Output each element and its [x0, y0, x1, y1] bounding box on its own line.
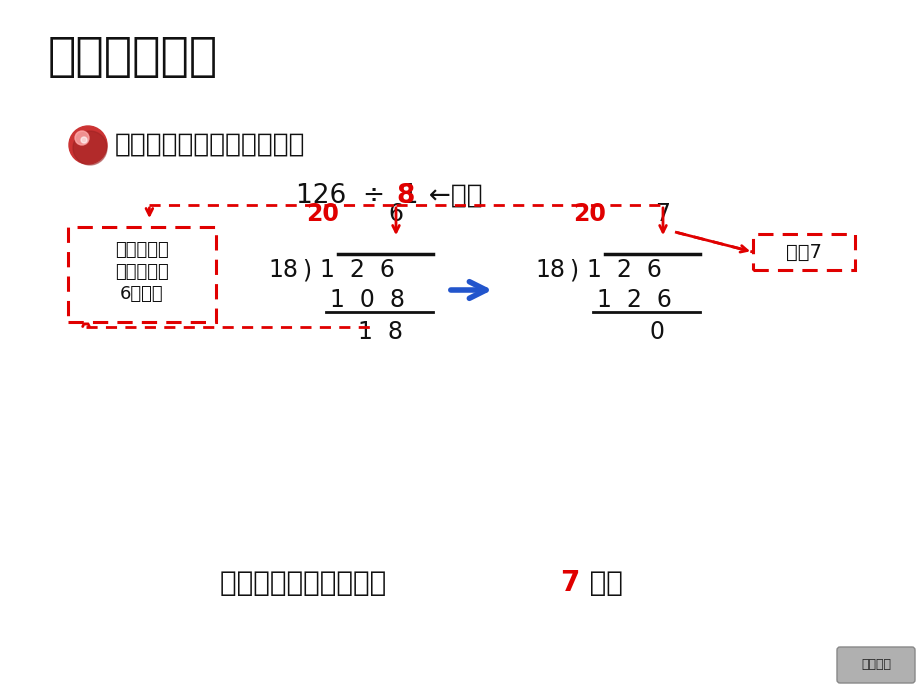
Text: 6: 6 [388, 202, 403, 226]
Text: 1  2  6: 1 2 6 [596, 288, 671, 312]
Text: 改商7: 改商7 [785, 242, 821, 262]
Circle shape [75, 131, 89, 145]
Text: 20: 20 [573, 202, 606, 226]
Text: 8: 8 [395, 183, 414, 209]
FancyBboxPatch shape [752, 234, 854, 270]
FancyBboxPatch shape [836, 647, 914, 683]
Text: 18: 18 [535, 258, 564, 282]
Text: 18: 18 [267, 258, 298, 282]
Circle shape [81, 137, 87, 143]
Text: 返回首页: 返回首页 [860, 658, 890, 671]
Text: 7: 7 [654, 202, 669, 226]
Text: 平均每个同学摘了多少筐？: 平均每个同学摘了多少筐？ [115, 132, 305, 158]
Text: 6小了。: 6小了。 [120, 285, 164, 303]
Text: 7: 7 [560, 569, 579, 597]
Text: 一样大，商: 一样大，商 [115, 263, 169, 281]
Text: 二、合作探索: 二、合作探索 [48, 35, 218, 80]
Text: 筐。: 筐。 [579, 569, 622, 597]
Text: 1  8: 1 8 [357, 320, 403, 344]
Text: 1  2  6: 1 2 6 [320, 258, 394, 282]
Circle shape [69, 126, 107, 164]
Text: 答：平均每个同学摘了: 答：平均每个同学摘了 [220, 569, 395, 597]
Circle shape [73, 131, 107, 165]
Text: ←筐）: ←筐） [412, 183, 482, 209]
Text: 0: 0 [650, 320, 664, 344]
Text: 余数和除数: 余数和除数 [115, 241, 169, 259]
Text: 20: 20 [306, 202, 338, 226]
FancyBboxPatch shape [68, 227, 216, 322]
Text: ): ) [568, 258, 577, 282]
Text: ): ) [301, 258, 311, 282]
Text: 1  0  8: 1 0 8 [330, 288, 404, 312]
Text: 126  ÷  1: 126 ÷ 1 [296, 183, 418, 209]
Text: 1  2  6: 1 2 6 [586, 258, 661, 282]
